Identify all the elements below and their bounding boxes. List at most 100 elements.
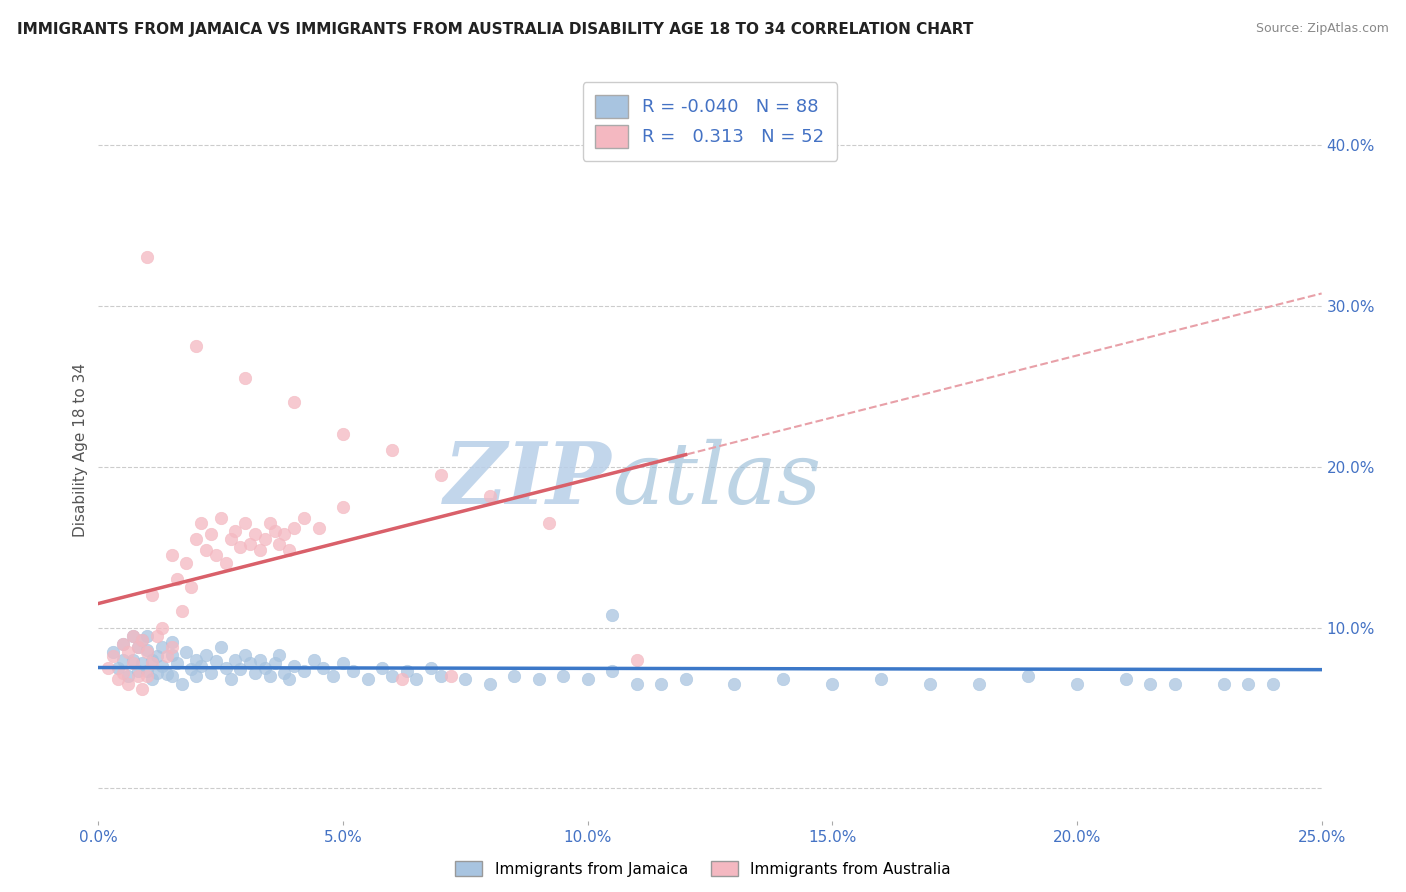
Point [205, 654, 228, 668]
Point [146, 665, 169, 680]
Point [233, 371, 256, 385]
Point [219, 532, 242, 546]
Point [278, 672, 301, 686]
Point [107, 661, 129, 675]
Point [302, 653, 325, 667]
Point [229, 540, 252, 554]
Point [723, 677, 745, 691]
Point [150, 659, 173, 673]
Point [342, 664, 364, 678]
Point [136, 628, 159, 642]
Point [180, 580, 202, 594]
Point [243, 665, 266, 680]
Point [127, 640, 149, 654]
Point [1212, 677, 1234, 691]
Point [332, 500, 354, 514]
Text: IMMIGRANTS FROM JAMAICA VS IMMIGRANTS FROM AUSTRALIA DISABILITY AGE 18 TO 34 COR: IMMIGRANTS FROM JAMAICA VS IMMIGRANTS FR… [17, 22, 973, 37]
Point [146, 649, 169, 664]
Point [600, 664, 623, 678]
Point [371, 661, 394, 675]
Point [273, 527, 295, 541]
Point [166, 572, 188, 586]
Point [136, 643, 159, 657]
Point [259, 516, 281, 530]
Point [136, 645, 159, 659]
Point [1164, 677, 1187, 691]
Point [253, 532, 276, 546]
Point [239, 656, 262, 670]
Point [176, 645, 198, 659]
Point [136, 664, 159, 678]
Point [131, 633, 153, 648]
Point [1237, 677, 1260, 691]
Point [190, 516, 212, 530]
Point [141, 656, 163, 670]
Point [131, 681, 153, 696]
Point [121, 656, 143, 670]
Point [478, 677, 501, 691]
Point [136, 250, 159, 264]
Point [166, 656, 188, 670]
Point [675, 672, 697, 686]
Point [127, 669, 149, 683]
Point [253, 661, 276, 675]
Point [249, 653, 271, 667]
Point [1115, 672, 1137, 686]
Point [186, 653, 208, 667]
Point [101, 645, 124, 659]
Point [1139, 677, 1161, 691]
Point [170, 677, 193, 691]
Point [626, 677, 648, 691]
Point [190, 659, 212, 673]
Point [214, 661, 236, 675]
Point [821, 677, 844, 691]
Legend: R = -0.040   N = 88, R =   0.313   N = 52: R = -0.040 N = 88, R = 0.313 N = 52 [583, 82, 837, 161]
Point [249, 543, 271, 558]
Point [160, 635, 183, 649]
Point [239, 537, 262, 551]
Point [430, 669, 453, 683]
Point [156, 667, 179, 681]
Y-axis label: Disability Age 18 to 34: Disability Age 18 to 34 [73, 363, 89, 538]
Legend: Immigrants from Jamaica, Immigrants from Australia: Immigrants from Jamaica, Immigrants from… [447, 853, 959, 884]
Point [136, 669, 159, 683]
Point [176, 556, 198, 570]
Point [224, 524, 246, 538]
Point [117, 645, 139, 659]
Point [283, 521, 305, 535]
Point [97, 661, 120, 675]
Point [160, 669, 183, 683]
Point [111, 637, 134, 651]
Point [322, 669, 344, 683]
Point [430, 467, 453, 482]
Point [186, 532, 208, 546]
Text: ZIP: ZIP [444, 438, 612, 522]
Point [332, 427, 354, 442]
Point [576, 672, 599, 686]
Point [1017, 669, 1039, 683]
Point [233, 648, 256, 662]
Point [650, 677, 672, 691]
Point [219, 672, 242, 686]
Point [440, 669, 463, 683]
Point [332, 656, 354, 670]
Point [121, 628, 143, 642]
Point [180, 662, 202, 676]
Text: atlas: atlas [612, 439, 821, 522]
Point [127, 640, 149, 654]
Point [200, 665, 222, 680]
Point [527, 672, 550, 686]
Point [117, 677, 139, 691]
Point [141, 588, 163, 602]
Point [263, 656, 285, 670]
Text: Source: ZipAtlas.com: Source: ZipAtlas.com [1256, 22, 1389, 36]
Point [229, 662, 252, 676]
Point [141, 653, 163, 667]
Point [195, 648, 218, 662]
Point [259, 669, 281, 683]
Point [381, 669, 404, 683]
Point [141, 672, 163, 686]
Point [283, 395, 305, 409]
Point [381, 443, 404, 458]
Point [186, 339, 208, 353]
